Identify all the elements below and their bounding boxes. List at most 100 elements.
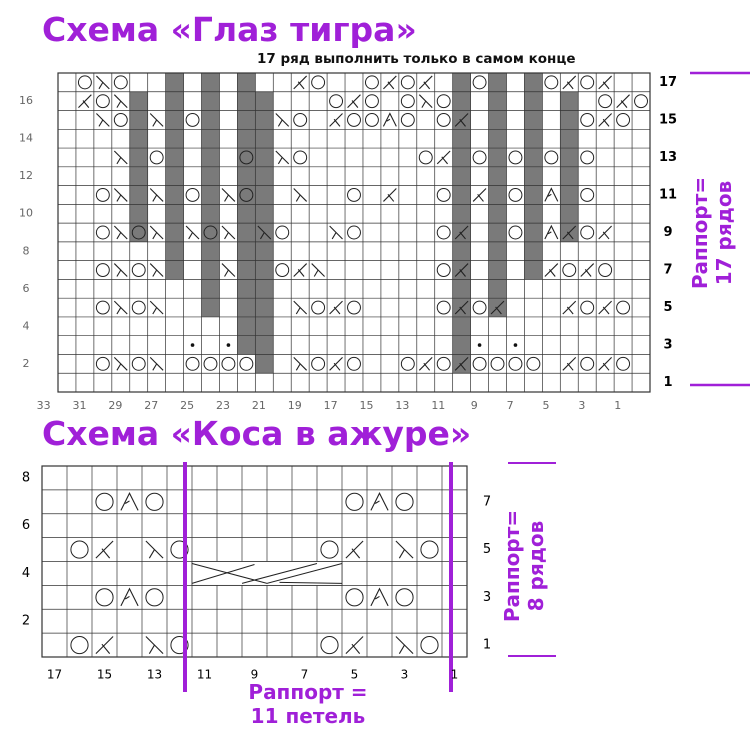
chart1-decrease-left-icon bbox=[383, 75, 397, 90]
chart1-stitch-number: 3 bbox=[578, 399, 585, 412]
chart1-right-row-number: 1 bbox=[663, 375, 672, 390]
chart1-decrease-left-icon bbox=[418, 357, 433, 371]
chart1-decrease-left-icon bbox=[495, 306, 502, 315]
chart1-decrease-left-icon bbox=[459, 362, 466, 371]
chart1-yarn-over-icon bbox=[544, 150, 559, 165]
chart2-left-row-number: 2 bbox=[22, 614, 30, 629]
chart2-yarn-over-icon bbox=[395, 588, 414, 607]
chart1-decrease-left-icon bbox=[418, 75, 433, 90]
chart1-yarn-over-icon bbox=[185, 356, 200, 371]
chart2-yarn-over-icon bbox=[320, 635, 339, 655]
chart1-right-row-number: 5 bbox=[663, 300, 672, 315]
chart1-yarn-over-icon bbox=[95, 188, 110, 202]
chart1-decrease-right-icon bbox=[116, 157, 122, 165]
chart1-decrease-right-icon bbox=[277, 119, 283, 127]
chart1-decrease-left-icon bbox=[598, 357, 612, 371]
chart1-yarn-over-icon bbox=[239, 150, 254, 165]
chart1-decrease-right-icon bbox=[277, 157, 283, 165]
chart1-yarn-over-icon bbox=[598, 94, 613, 109]
chart1-decrease-left-icon bbox=[436, 150, 451, 165]
chart1-decrease-right-icon bbox=[295, 194, 301, 202]
chart2-cable-cross-icon bbox=[191, 563, 343, 584]
chart1-bobble-dot-icon bbox=[226, 343, 231, 347]
chart1-double-decrease-icon bbox=[382, 112, 397, 127]
chart1-yarn-over-icon bbox=[616, 356, 631, 371]
chart2-stitch-number: 13 bbox=[147, 668, 162, 682]
chart1-decrease-left-icon bbox=[562, 357, 577, 371]
chart2-decrease-left-icon bbox=[95, 540, 114, 559]
chart1-left-row-number: 2 bbox=[23, 357, 30, 370]
chart2-double-decrease-icon bbox=[120, 491, 139, 511]
chart1-decrease-left-icon bbox=[347, 94, 361, 108]
chart1-decrease-right-icon bbox=[116, 232, 122, 240]
chart1-yarn-over-icon bbox=[436, 94, 451, 109]
chart1-left-row-number: 4 bbox=[23, 319, 30, 332]
chart1-left-row-number: 8 bbox=[23, 244, 30, 257]
chart1-decrease-left-icon bbox=[620, 100, 628, 108]
chart2-decrease-right-icon bbox=[148, 549, 155, 559]
chart1-yarn-over-icon bbox=[131, 263, 146, 277]
chart1-yarn-over-icon bbox=[580, 188, 595, 202]
chart2-left-row-number: 8 bbox=[22, 470, 30, 485]
chart1-yarn-over-icon bbox=[472, 75, 487, 90]
chart2-right-row-number: 1 bbox=[483, 638, 491, 653]
chart1-yarn-over-icon bbox=[95, 94, 110, 109]
chart1-dark-bar bbox=[524, 73, 543, 280]
chart2-stitch-number: 9 bbox=[251, 668, 259, 682]
chart1-decrease-right-icon bbox=[116, 100, 122, 108]
chart1-stitch-number: 21 bbox=[252, 399, 266, 412]
chart1-decrease-left-icon bbox=[441, 156, 448, 165]
chart1-decrease-left-icon bbox=[293, 263, 308, 277]
chart1-yarn-over-icon bbox=[293, 112, 308, 127]
chart1-decrease-left-icon bbox=[297, 81, 305, 90]
chart1-dark-bar bbox=[237, 73, 256, 355]
chart1-yarn-over-icon bbox=[95, 300, 110, 315]
chart1-stitch-number: 31 bbox=[73, 399, 87, 412]
chart1-yarn-over-icon bbox=[364, 75, 379, 90]
chart1-decrease-left-icon bbox=[459, 306, 466, 315]
chart2-cable-background bbox=[192, 561, 342, 586]
chart1-stitch-number: 27 bbox=[144, 399, 158, 412]
chart1-yarn-over-icon bbox=[293, 150, 308, 165]
chart2-title: Схема «Коса в ажуре» bbox=[42, 414, 472, 453]
chart1-yarn-over-icon bbox=[400, 356, 415, 371]
chart1-decrease-right-icon bbox=[116, 269, 122, 277]
chart1-stitch-number: 19 bbox=[288, 399, 302, 412]
chart1-stitch-number: 7 bbox=[507, 399, 514, 412]
chart2-yarn-over-icon bbox=[170, 635, 189, 655]
chart1-decrease-right-icon bbox=[152, 194, 158, 202]
chart1-yarn-over-icon bbox=[616, 112, 631, 127]
chart1-decrease-left-icon bbox=[602, 118, 610, 127]
chart1-yarn-over-icon bbox=[203, 356, 218, 371]
chart1-decrease-left-icon bbox=[598, 113, 612, 127]
chart1-yarn-over-icon bbox=[634, 94, 648, 109]
chart1-double-decrease-icon bbox=[544, 224, 559, 240]
chart2-yarn-over-icon bbox=[345, 492, 364, 511]
chart1-yarn-over-icon bbox=[616, 300, 631, 315]
chart1-yarn-over-icon bbox=[508, 225, 523, 240]
chart2-border bbox=[41, 465, 468, 658]
chart2-yarn-over-icon bbox=[70, 635, 89, 655]
chart2-stitch-number: 17 bbox=[47, 668, 62, 682]
chart1-yarn-over-icon bbox=[239, 356, 254, 371]
chart1-decrease-right-icon bbox=[152, 363, 158, 371]
chart1-decrease-right-icon bbox=[152, 269, 158, 277]
chart1-decrease-left-icon bbox=[423, 81, 431, 90]
chart1-yarn-over-icon bbox=[436, 225, 451, 240]
chart1-decrease-left-icon bbox=[329, 357, 343, 371]
chart1-stitch-number: 23 bbox=[216, 399, 230, 412]
chart2-decrease-left-icon bbox=[351, 548, 361, 559]
chart1-rapport-line1: Раппорт= bbox=[688, 176, 712, 290]
chart1-right-row-number: 3 bbox=[663, 338, 672, 353]
chart2-rapport-rows-label: Раппорт= 8 рядов bbox=[500, 496, 556, 636]
chart1-decrease-right-icon bbox=[188, 232, 194, 240]
chart1-yarn-over-icon bbox=[508, 188, 523, 202]
chart1-border bbox=[57, 72, 651, 393]
chart2-yarn-over-icon bbox=[395, 492, 414, 511]
chart2-rapport-stitches-line2: 11 петель bbox=[250, 704, 366, 728]
chart1-stitch-number: 11 bbox=[431, 399, 445, 412]
chart1-decrease-left-icon bbox=[333, 118, 341, 127]
chart2-yarn-over-icon bbox=[145, 588, 164, 607]
chart1-bobble-dot-icon bbox=[190, 343, 195, 347]
chart1-decrease-right-icon bbox=[221, 225, 236, 240]
